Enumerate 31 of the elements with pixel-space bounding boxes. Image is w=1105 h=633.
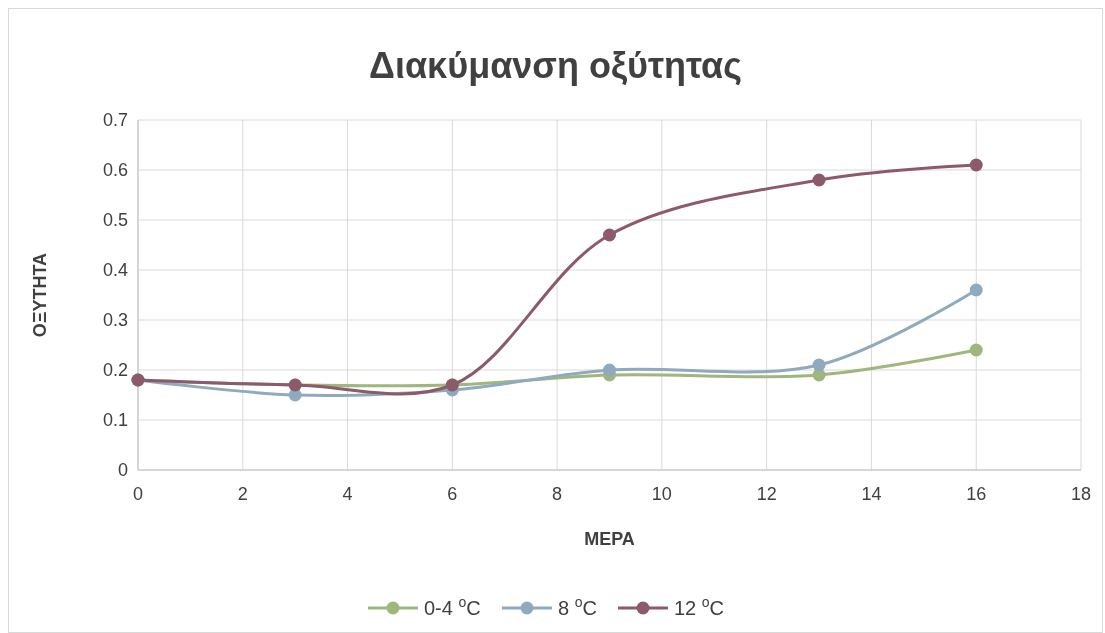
y-tick-label: 0.7 [102,110,128,131]
legend-label: 8 $^{o}$C [558,594,597,619]
x-tick-label: 18 [1070,484,1092,504]
point [603,363,616,377]
y-tick-label: 0.1 [102,410,128,431]
x-tick-label: 2 [237,484,248,504]
point [969,283,983,297]
y-tick-label: 0.5 [102,210,128,231]
x-tick-label: 12 [756,484,777,504]
x-tick-label: 10 [651,484,672,504]
point [969,158,983,172]
y-tick-label: 0 [117,460,128,481]
y-tick-label: 0.4 [102,260,128,281]
point [812,358,826,372]
x-axis-title: ΜΕΡΑ [584,529,635,549]
y-axis-title: ΟΞΥΤΗΤΑ [30,252,50,338]
x-tick-label: 8 [552,484,563,504]
y-tick-label: 0.3 [102,310,128,331]
x-tick-label: 14 [861,484,882,504]
point [812,173,826,187]
legend-label: 12 $^{o}$C [674,594,725,619]
y-tick-label: 0.6 [102,160,128,181]
x-tick-label: 6 [447,484,458,504]
x-tick-label: 0 [132,484,144,504]
point [603,228,616,242]
x-tick-label: 4 [342,484,353,504]
y-tick-label: 0.2 [102,360,128,381]
x-tick-label: 16 [966,484,987,504]
legend-label: 0-4 $^{o}$C [424,594,481,619]
point [969,343,983,357]
chart-title: Διακύμανση οξύτητας [369,45,742,86]
